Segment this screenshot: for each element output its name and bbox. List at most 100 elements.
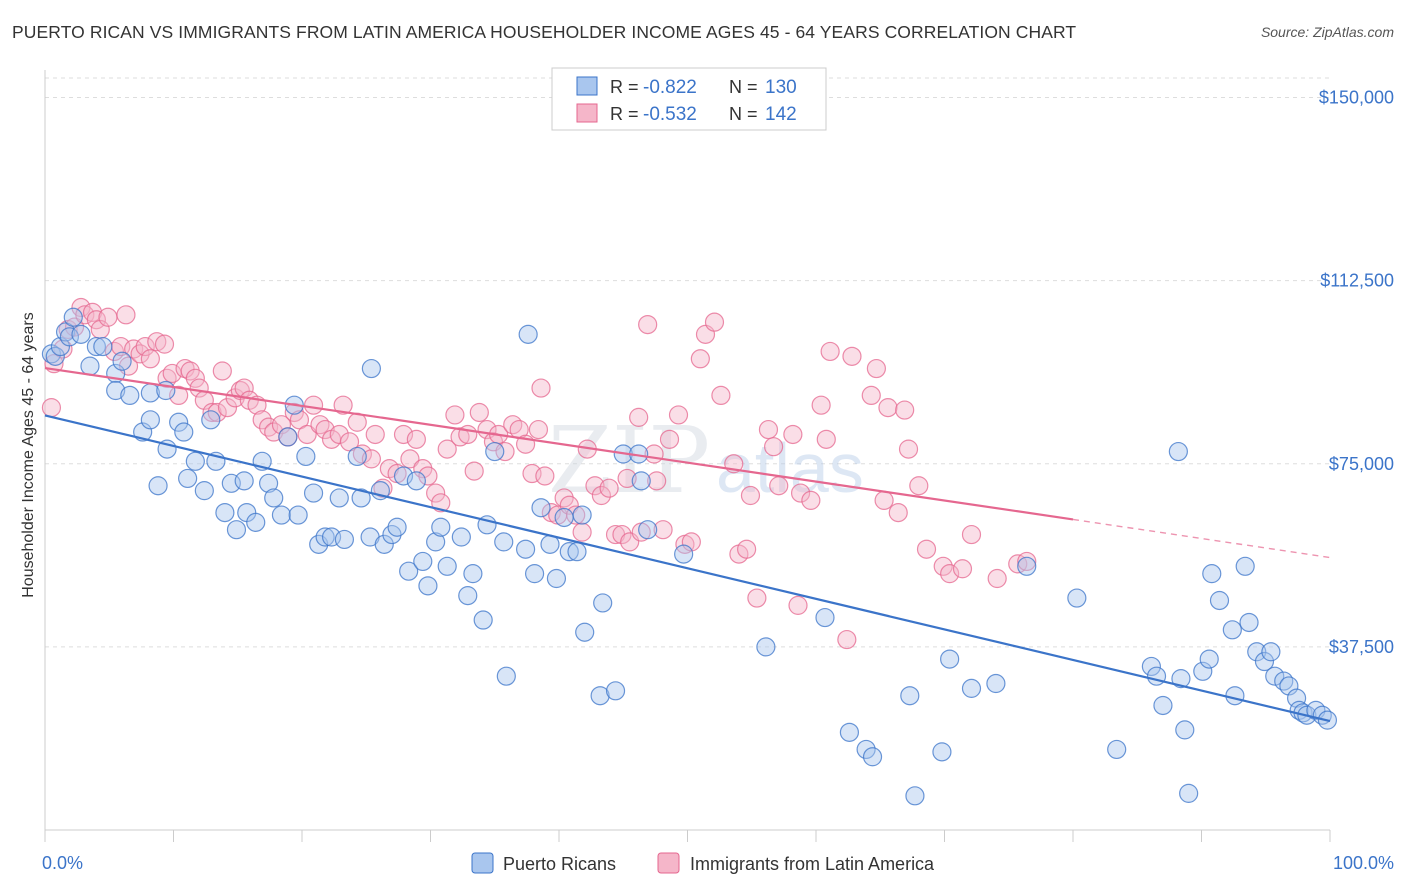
blue-point xyxy=(1225,686,1245,706)
blue-point xyxy=(961,678,982,698)
legend-swatch-blue xyxy=(576,76,598,96)
pink-point xyxy=(566,505,586,525)
blue-point xyxy=(815,607,835,628)
blue-point xyxy=(1261,642,1281,662)
blue-point xyxy=(185,451,205,471)
blue-point xyxy=(226,520,247,540)
legend-n-value-blue: 130 xyxy=(765,77,797,98)
watermark: ZIP atlas xyxy=(548,407,864,514)
pink-point xyxy=(933,556,953,576)
watermark-atlas: atlas xyxy=(716,429,864,507)
pink-point xyxy=(469,402,489,423)
pink-point xyxy=(361,449,381,469)
blue-point xyxy=(347,446,367,467)
trend-line-blue xyxy=(44,414,1331,723)
blue-point xyxy=(148,476,168,496)
blue-point xyxy=(638,520,658,540)
pink-point xyxy=(668,405,689,425)
legend-n-label-pink: N = xyxy=(729,104,758,124)
legend-r-label-blue: R = xyxy=(610,77,639,97)
pink-point xyxy=(98,307,118,327)
blue-point xyxy=(839,722,860,742)
legend-n-label-blue: N = xyxy=(729,77,758,97)
pink-point xyxy=(212,361,232,381)
blue-point xyxy=(258,473,279,493)
pink-point xyxy=(271,415,292,435)
blue-point xyxy=(288,505,308,525)
blue-point xyxy=(399,561,419,581)
pink-point xyxy=(297,424,317,445)
blue-point xyxy=(1199,649,1219,669)
blue-point xyxy=(201,410,221,430)
blue-point xyxy=(559,542,579,562)
blue-point xyxy=(900,686,920,706)
pink-point xyxy=(352,444,372,464)
pink-point xyxy=(704,312,725,332)
pink-point xyxy=(373,478,393,498)
y-tick-label: $75,000 xyxy=(1329,454,1394,474)
legend-bottom: Puerto Ricans Immigrants from Latin Amer… xyxy=(471,852,935,874)
pink-point xyxy=(135,336,155,357)
blue-point xyxy=(756,637,776,657)
pink-point xyxy=(406,429,426,449)
pink-point xyxy=(116,305,136,325)
blue-point xyxy=(1279,676,1299,696)
pink-point xyxy=(572,522,592,542)
pink-point xyxy=(303,395,324,415)
blue-point xyxy=(572,505,592,525)
pink-point xyxy=(535,466,555,486)
pink-point xyxy=(612,524,632,545)
pink-point xyxy=(659,429,680,449)
pink-point xyxy=(711,385,731,406)
blue-point xyxy=(174,422,194,442)
pink-point xyxy=(333,395,353,415)
blue-point xyxy=(524,564,545,584)
blue-point xyxy=(315,527,335,547)
blue-point xyxy=(140,410,160,430)
blue-point xyxy=(120,385,140,406)
pink-point xyxy=(591,485,612,506)
y-tick-label: $112,500 xyxy=(1320,271,1394,291)
pink-point xyxy=(811,395,831,415)
pink-point xyxy=(147,332,167,352)
blue-point xyxy=(1146,666,1167,686)
trend-line-pink xyxy=(44,366,1074,521)
pink-point xyxy=(264,422,284,442)
pink-point xyxy=(450,427,470,447)
blue-point xyxy=(1017,556,1037,576)
blue-point xyxy=(80,356,100,376)
pink-point xyxy=(599,478,619,498)
y-tick-label: $37,500 xyxy=(1329,637,1394,657)
blue-point xyxy=(86,336,107,357)
blue-point xyxy=(234,471,254,491)
pink-point xyxy=(961,524,982,545)
blue-point xyxy=(387,517,407,537)
pink-point xyxy=(878,398,898,418)
pink-point xyxy=(140,349,160,369)
blue-point xyxy=(431,517,451,537)
blue-point xyxy=(334,529,355,550)
blue-point xyxy=(1202,564,1222,584)
pink-point xyxy=(629,407,649,427)
blue-point xyxy=(593,593,613,613)
pink-point xyxy=(816,429,836,449)
legend-r-value-pink: -0.532 xyxy=(643,104,697,125)
pink-point xyxy=(940,564,960,584)
blue-point xyxy=(546,568,567,589)
chart-title: PUERTO RICAN VS IMMIGRANTS FROM LATIN AM… xyxy=(12,22,1077,42)
blue-point xyxy=(575,622,595,642)
pink-point xyxy=(169,385,189,406)
pink-point xyxy=(202,402,222,423)
pink-point xyxy=(790,483,811,503)
blue-point xyxy=(463,564,483,584)
trend-lines xyxy=(44,366,1331,723)
blue-point xyxy=(418,576,438,596)
pink-point xyxy=(783,424,803,445)
pink-point xyxy=(820,341,840,362)
blue-point xyxy=(1209,590,1230,611)
blue-point xyxy=(246,512,266,532)
blue-point xyxy=(1247,642,1267,662)
pink-point xyxy=(217,398,238,418)
pink-point xyxy=(690,349,710,369)
pink-point xyxy=(987,568,1007,589)
